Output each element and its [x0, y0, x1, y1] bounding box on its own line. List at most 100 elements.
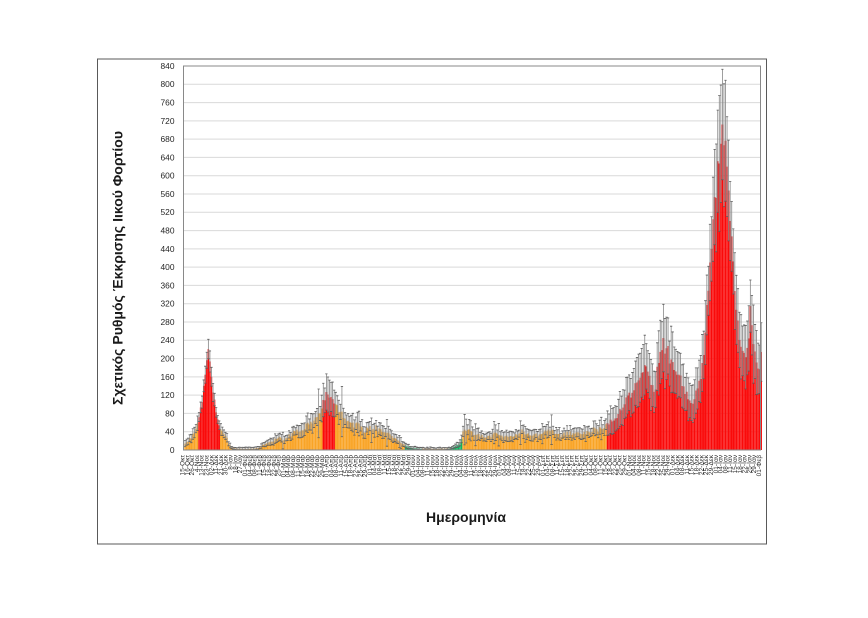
svg-text:15-Μαρ: 15-Μαρ	[300, 455, 307, 478]
svg-text:22-Ιουν: 22-Ιουν	[439, 455, 446, 477]
svg-text:04-Ιουν: 04-Ιουν	[415, 455, 422, 477]
svg-text:01-Φεβ: 01-Φεβ	[242, 455, 249, 477]
svg-text:25-Νοε: 25-Νοε	[660, 455, 667, 476]
svg-text:18-Δεκ: 18-Δεκ	[694, 454, 701, 475]
svg-text:23-Νοε: 23-Νοε	[204, 455, 211, 476]
svg-text:680: 680	[161, 134, 175, 144]
svg-text:27-Ιαν: 27-Ιαν	[237, 455, 244, 474]
svg-text:4-Νοε: 4-Νοε	[194, 455, 201, 472]
svg-text:08-Ιαν: 08-Ιαν	[722, 455, 729, 474]
svg-text:0: 0	[170, 445, 175, 455]
svg-text:18-Ιαν: 18-Ιαν	[232, 455, 239, 474]
svg-text:800: 800	[161, 79, 175, 89]
svg-text:15-Μαϊ: 15-Μαϊ	[386, 454, 393, 475]
svg-text:29-Σεπ: 29-Σεπ	[578, 454, 585, 476]
svg-text:08-Απρ: 08-Απρ	[333, 455, 340, 478]
svg-text:11-Ιουν: 11-Ιουν	[425, 455, 432, 477]
svg-text:01-Απρ: 01-Απρ	[324, 455, 331, 478]
svg-text:15-Νοε: 15-Νοε	[646, 455, 653, 476]
svg-text:15-Δεκ: 15-Δεκ	[689, 454, 696, 475]
svg-text:22-Νοε: 22-Νοε	[655, 455, 662, 476]
svg-text:08-Μαϊ: 08-Μαϊ	[376, 454, 383, 475]
svg-text:320: 320	[161, 299, 175, 309]
svg-text:25-Απρ: 25-Απρ	[357, 455, 364, 478]
svg-text:22-Σεπ: 22-Σεπ	[569, 454, 576, 476]
svg-text:01-Μαρ: 01-Μαρ	[280, 455, 287, 478]
svg-text:08-Ιουν: 08-Ιουν	[420, 455, 427, 477]
svg-text:29-Ιαν: 29-Ιαν	[751, 455, 758, 474]
svg-text:8-Ιαν: 8-Ιαν	[228, 455, 235, 470]
svg-text:18-Ιουλ: 18-Ιουλ	[477, 454, 484, 477]
svg-text:08-Μαρ: 08-Μαρ	[290, 455, 297, 478]
svg-text:25-Σεπ: 25-Σεπ	[573, 454, 580, 476]
svg-text:25-Οκτ: 25-Οκτ	[617, 454, 624, 475]
svg-text:560: 560	[161, 189, 175, 199]
svg-text:22-Αυγ: 22-Αυγ	[525, 454, 532, 476]
svg-text:08-Σεπ: 08-Σεπ	[549, 454, 556, 476]
svg-text:29-Οκτ: 29-Οκτ	[621, 454, 628, 475]
svg-text:360: 360	[161, 280, 175, 290]
svg-text:Σχετικός Ρυθμός Έκκρισης Ιικού: Σχετικός Ρυθμός Έκκρισης Ιικού Φορτίου	[110, 131, 126, 405]
svg-text:840: 840	[161, 61, 175, 71]
svg-text:04-Νοε: 04-Νοε	[631, 455, 638, 476]
svg-text:160: 160	[161, 372, 175, 382]
svg-text:11-Μαϊ: 11-Μαϊ	[381, 454, 388, 474]
svg-text:13-Νοε: 13-Νοε	[199, 455, 206, 476]
svg-text:08-Δεκ: 08-Δεκ	[679, 454, 686, 475]
svg-text:480: 480	[161, 225, 175, 235]
svg-text:08-Ιουλ: 08-Ιουλ	[463, 454, 470, 477]
svg-text:04-Δεκ: 04-Δεκ	[674, 454, 681, 475]
svg-text:16-Οκτ: 16-Οκτ	[184, 454, 191, 475]
svg-text:01-Ιουλ: 01-Ιουλ	[453, 454, 460, 477]
svg-text:11-Μαρ: 11-Μαρ	[295, 455, 302, 477]
svg-text:18-Ιουν: 18-Ιουν	[434, 455, 441, 477]
svg-text:25-Ιαν: 25-Ιαν	[746, 455, 753, 474]
svg-text:40: 40	[165, 427, 175, 437]
svg-text:18-Μαρ: 18-Μαρ	[304, 455, 311, 478]
svg-text:11-Φεβ: 11-Φεβ	[256, 455, 263, 476]
svg-text:04-Μαρ: 04-Μαρ	[285, 455, 292, 478]
svg-text:280: 280	[161, 317, 175, 327]
svg-text:720: 720	[161, 116, 175, 126]
svg-text:11-Δεκ: 11-Δεκ	[213, 454, 220, 474]
svg-text:29-Απρ: 29-Απρ	[362, 455, 369, 478]
svg-text:11-Δεκ: 11-Δεκ	[684, 454, 691, 474]
svg-text:01-Μαϊ: 01-Μαϊ	[367, 454, 374, 475]
svg-text:04-Μαϊ: 04-Μαϊ	[372, 454, 379, 475]
svg-text:26-Οκτ: 26-Οκτ	[189, 454, 196, 475]
svg-text:08-Νοε: 08-Νοε	[636, 455, 643, 476]
svg-text:04-Αυγ: 04-Αυγ	[501, 454, 508, 476]
svg-text:01-Ιουν: 01-Ιουν	[410, 455, 417, 477]
svg-text:520: 520	[161, 207, 175, 217]
svg-text:18-Φεβ: 18-Φεβ	[266, 455, 273, 477]
svg-text:15-Οκτ: 15-Οκτ	[602, 454, 609, 475]
svg-text:400: 400	[161, 262, 175, 272]
svg-text:29-Νοε: 29-Νοε	[665, 455, 672, 476]
svg-text:18-Ιαν: 18-Ιαν	[737, 455, 744, 474]
svg-text:15-Οκτ: 15-Οκτ	[180, 454, 187, 475]
svg-text:18-Νοε: 18-Νοε	[650, 455, 657, 476]
svg-text:29-Ιουλ: 29-Ιουλ	[492, 454, 499, 477]
svg-text:22-Δεκ: 22-Δεκ	[698, 454, 705, 475]
svg-text:760: 760	[161, 97, 175, 107]
svg-text:01-Αυγ: 01-Αυγ	[497, 454, 504, 476]
svg-text:11-Σεπ: 11-Σεπ	[554, 454, 561, 475]
svg-text:29-Μαϊ: 29-Μαϊ	[405, 454, 412, 475]
svg-text:22-Ιουλ: 22-Ιουλ	[482, 454, 489, 477]
svg-text:21-Δεκ: 21-Δεκ	[218, 454, 225, 475]
svg-text:Ημερομηνία: Ημερομηνία	[426, 509, 506, 525]
svg-text:240: 240	[161, 335, 175, 345]
svg-text:25-Μαρ: 25-Μαρ	[314, 455, 321, 478]
svg-text:25-Μαϊ: 25-Μαϊ	[400, 454, 407, 475]
svg-text:25-Ιουν: 25-Ιουν	[444, 455, 451, 477]
svg-text:15-Ιουν: 15-Ιουν	[429, 455, 436, 477]
svg-text:04-Οκτ: 04-Οκτ	[588, 454, 595, 475]
svg-text:11-Απρ: 11-Απρ	[338, 455, 345, 477]
svg-text:22-Ιαν: 22-Ιαν	[742, 455, 749, 474]
svg-text:440: 440	[161, 244, 175, 254]
svg-text:18-Οκτ: 18-Οκτ	[607, 454, 614, 475]
svg-text:11-Νοε: 11-Νοε	[641, 455, 648, 476]
svg-text:04-Φεβ: 04-Φεβ	[247, 455, 254, 477]
svg-text:04-Σεπ: 04-Σεπ	[545, 454, 552, 476]
svg-text:15-Ιουλ: 15-Ιουλ	[473, 454, 480, 477]
